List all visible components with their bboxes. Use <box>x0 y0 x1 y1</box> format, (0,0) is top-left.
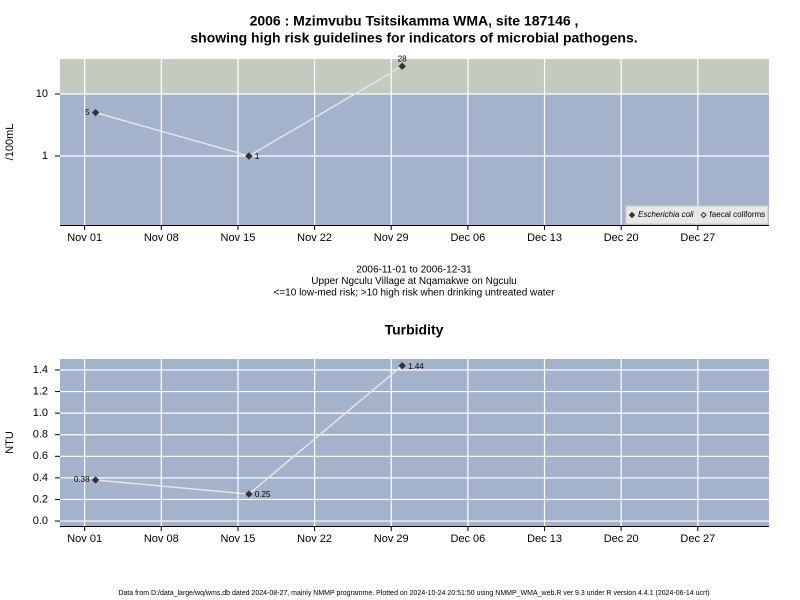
note: Upper Ngculu Village at Nqamakwe on Ngcu… <box>311 276 516 287</box>
data-label: 1 <box>255 152 260 161</box>
note: <=10 low-med risk; >10 high risk when dr… <box>274 288 556 299</box>
plot-bg <box>60 359 769 526</box>
x-tick-label: Nov 22 <box>297 232 332 244</box>
point <box>245 152 253 160</box>
legend-marker <box>700 211 707 219</box>
y-tick-label: 0.4 <box>33 472 48 484</box>
y-axis-label: /100mL <box>4 124 16 161</box>
y-tick-label: 0.8 <box>33 429 48 441</box>
x-tick-label: Nov 29 <box>374 232 409 244</box>
x-tick-label: Nov 01 <box>67 533 102 545</box>
x-tick-label: Dec 06 <box>450 533 485 545</box>
data-label: 0.38 <box>74 475 90 484</box>
point <box>91 476 100 484</box>
x-tick-label: Nov 08 <box>144 232 179 244</box>
x-tick-label: Dec 27 <box>680 232 715 244</box>
data-label: 5 <box>85 108 90 117</box>
y-tick-label: 1.2 <box>33 385 48 397</box>
x-tick-label: Nov 22 <box>297 533 332 545</box>
data-label: 0.25 <box>255 490 271 499</box>
x-tick-label: Nov 15 <box>221 533 256 545</box>
legend-label: Escherichia coli <box>638 210 694 219</box>
y-tick-label: 10 <box>36 88 48 100</box>
note: 2006-11-01 to 2006-12-31 <box>356 265 472 276</box>
legend-label: faecal coliforms <box>710 210 766 219</box>
chart-title: 2006 : Mzimvubu Tsitsikamma WMA, site 18… <box>250 13 579 29</box>
x-tick-label: Dec 20 <box>604 533 639 545</box>
x-tick-label: Nov 15 <box>221 232 256 244</box>
point <box>398 361 406 370</box>
point <box>245 490 253 498</box>
chart-title: Turbidity <box>385 322 444 338</box>
legend-box <box>625 205 769 225</box>
y-tick-label: 0.2 <box>33 493 48 505</box>
x-tick-label: Nov 01 <box>67 232 102 244</box>
x-tick-label: Dec 27 <box>680 533 715 545</box>
x-tick-label: Nov 08 <box>144 533 179 545</box>
data-label: 1.44 <box>408 362 424 371</box>
y-tick-label: 0.0 <box>33 515 48 527</box>
high-risk-band <box>60 59 769 94</box>
y-tick-label: 1.4 <box>33 364 48 376</box>
y-tick-label: 1.0 <box>33 407 48 419</box>
x-tick-label: Dec 13 <box>527 232 562 244</box>
y-axis-label: NTU <box>4 431 16 454</box>
x-tick-label: Dec 13 <box>527 533 562 545</box>
point <box>91 108 100 117</box>
footer: Data from D:/data_large/wq/wms.db dated … <box>118 590 709 597</box>
x-tick-label: Dec 06 <box>450 232 485 244</box>
y-tick-label: 0.6 <box>33 450 48 462</box>
chart-title: showing high risk guidelines for indicat… <box>190 30 637 46</box>
data-label: 28 <box>398 54 407 63</box>
x-tick-label: Nov 29 <box>374 533 409 545</box>
legend-marker <box>628 211 636 219</box>
x-tick-label: Dec 20 <box>604 232 639 244</box>
point <box>398 62 406 70</box>
y-tick-label: 1 <box>42 150 48 162</box>
